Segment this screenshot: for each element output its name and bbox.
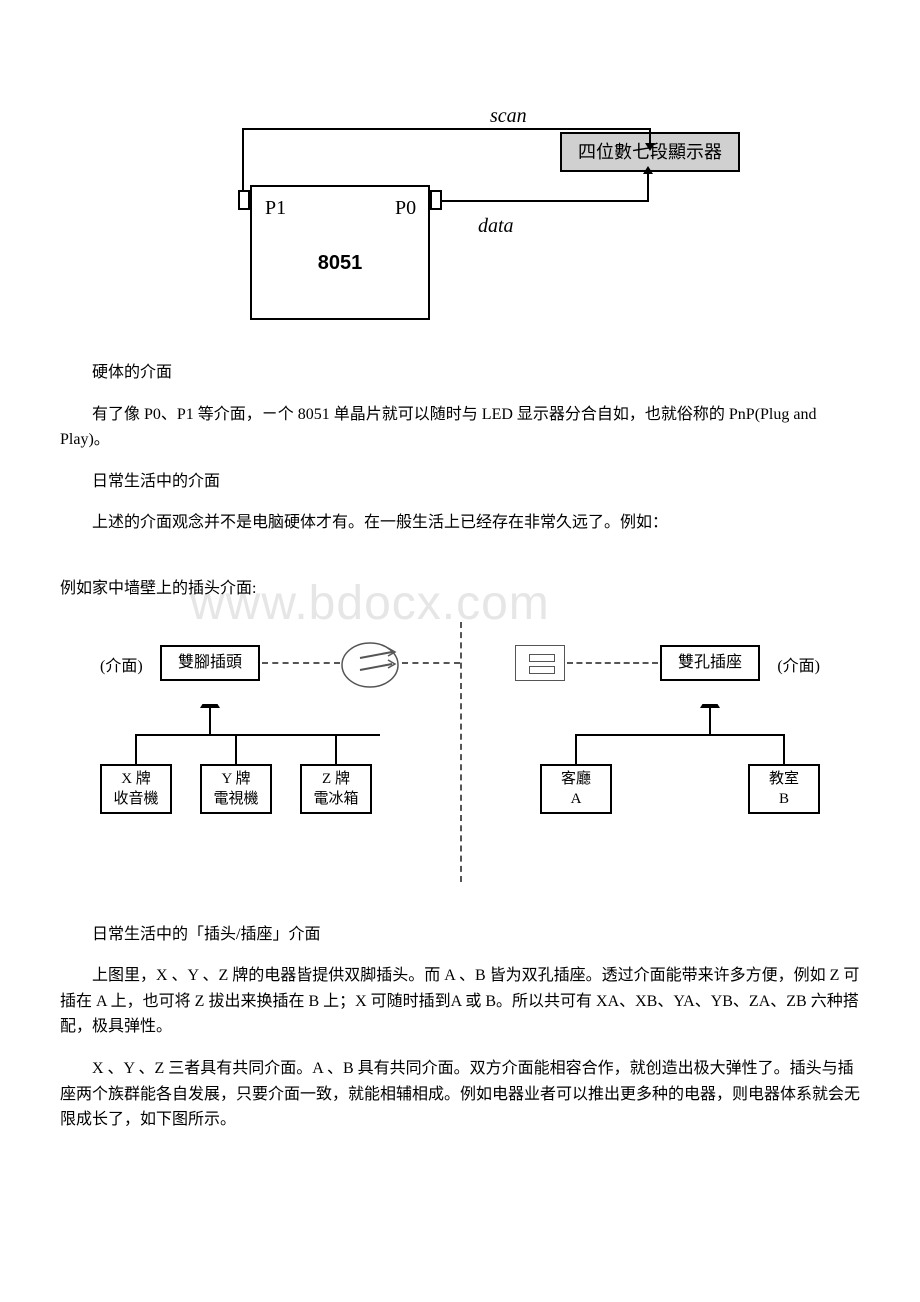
hardware-interface-diagram: scan data 四位數七段顯示器 8051 P1 P0 (180, 100, 740, 330)
port-p1 (238, 190, 250, 210)
connector-line (575, 734, 577, 764)
connector-line (709, 704, 711, 734)
text: 客廳 (561, 771, 591, 787)
paragraph: 上述的介面观念并不是电脑硬体才有。在一般生活上已经存在非常久远了。例如： (60, 510, 860, 536)
dashed-line (262, 662, 340, 664)
text: X 牌 (121, 771, 151, 787)
caption-hardware: 硬体的介面 (60, 360, 860, 386)
data-label: data (478, 210, 514, 242)
triangle-icon (202, 690, 218, 704)
dashed-line (402, 662, 460, 664)
text: A (571, 791, 582, 807)
arrow-icon (649, 128, 651, 145)
text: 電冰箱 (313, 791, 358, 807)
dashed-divider (460, 622, 462, 882)
caption-plug: 日常生活中的「插头/插座」介面 (60, 922, 860, 948)
brand-y-box: Y 牌電視機 (200, 764, 272, 814)
plug-icon (340, 640, 400, 690)
connector-line (135, 734, 137, 764)
connector-line (242, 128, 650, 130)
connector-line (335, 734, 380, 736)
interface-label-right: (介面) (777, 654, 820, 680)
text: Z 牌 (322, 771, 350, 787)
chip-label: 8051 (318, 247, 363, 279)
text: B (779, 791, 789, 807)
paragraph: 有了像 P0、P1 等介面，ㄧ个 8051 单晶片就可以随时与 LED 显示器分… (60, 402, 860, 453)
connector-line (442, 200, 649, 202)
dashed-line (567, 662, 658, 664)
brand-x-box: X 牌收音機 (100, 764, 172, 814)
heading-daily: 日常生活中的介面 (60, 469, 860, 495)
room-b-box: 教室 B (748, 764, 820, 814)
socket-icon (515, 645, 565, 681)
arrow-icon (647, 172, 649, 202)
paragraph: 上图里，X 、Y 、Z 牌的电器皆提供双脚插头。而 A 、B 皆为双孔插座。透过… (60, 963, 860, 1040)
text: Y 牌 (221, 771, 250, 787)
connector-line (575, 734, 785, 736)
paragraph: X 、Y 、Z 三者具有共同介面。A 、B 具有共同介面。双方介面能相容合作，就… (60, 1056, 860, 1133)
plug-box: 雙腳插頭 (160, 645, 260, 681)
text: 電視機 (213, 791, 258, 807)
port-p1-label: P1 (265, 192, 286, 224)
plug-socket-diagram: (介面) 雙腳插頭 雙孔插座 (介面) (110, 622, 810, 882)
triangle-icon (702, 690, 718, 704)
interface-label-left: (介面) (100, 654, 143, 680)
connector-line (783, 734, 785, 764)
room-a-box: 客廳 A (540, 764, 612, 814)
text: 收音機 (113, 791, 158, 807)
paragraph-text: 有了像 P0、P1 等介面，ㄧ个 8051 单晶片就可以随时与 LED 显示器分… (60, 406, 816, 449)
port-p0-label: P0 (395, 192, 416, 224)
connector-line (242, 128, 244, 190)
brand-z-box: Z 牌電冰箱 (300, 764, 372, 814)
connector-line (235, 734, 237, 764)
text: 教室 (769, 771, 799, 787)
connector-line (209, 704, 211, 734)
socket-box: 雙孔插座 (660, 645, 760, 681)
port-p0 (430, 190, 442, 210)
paragraph: 例如家中墙壁上的插头介面: (60, 576, 860, 602)
connector-line (335, 734, 337, 764)
